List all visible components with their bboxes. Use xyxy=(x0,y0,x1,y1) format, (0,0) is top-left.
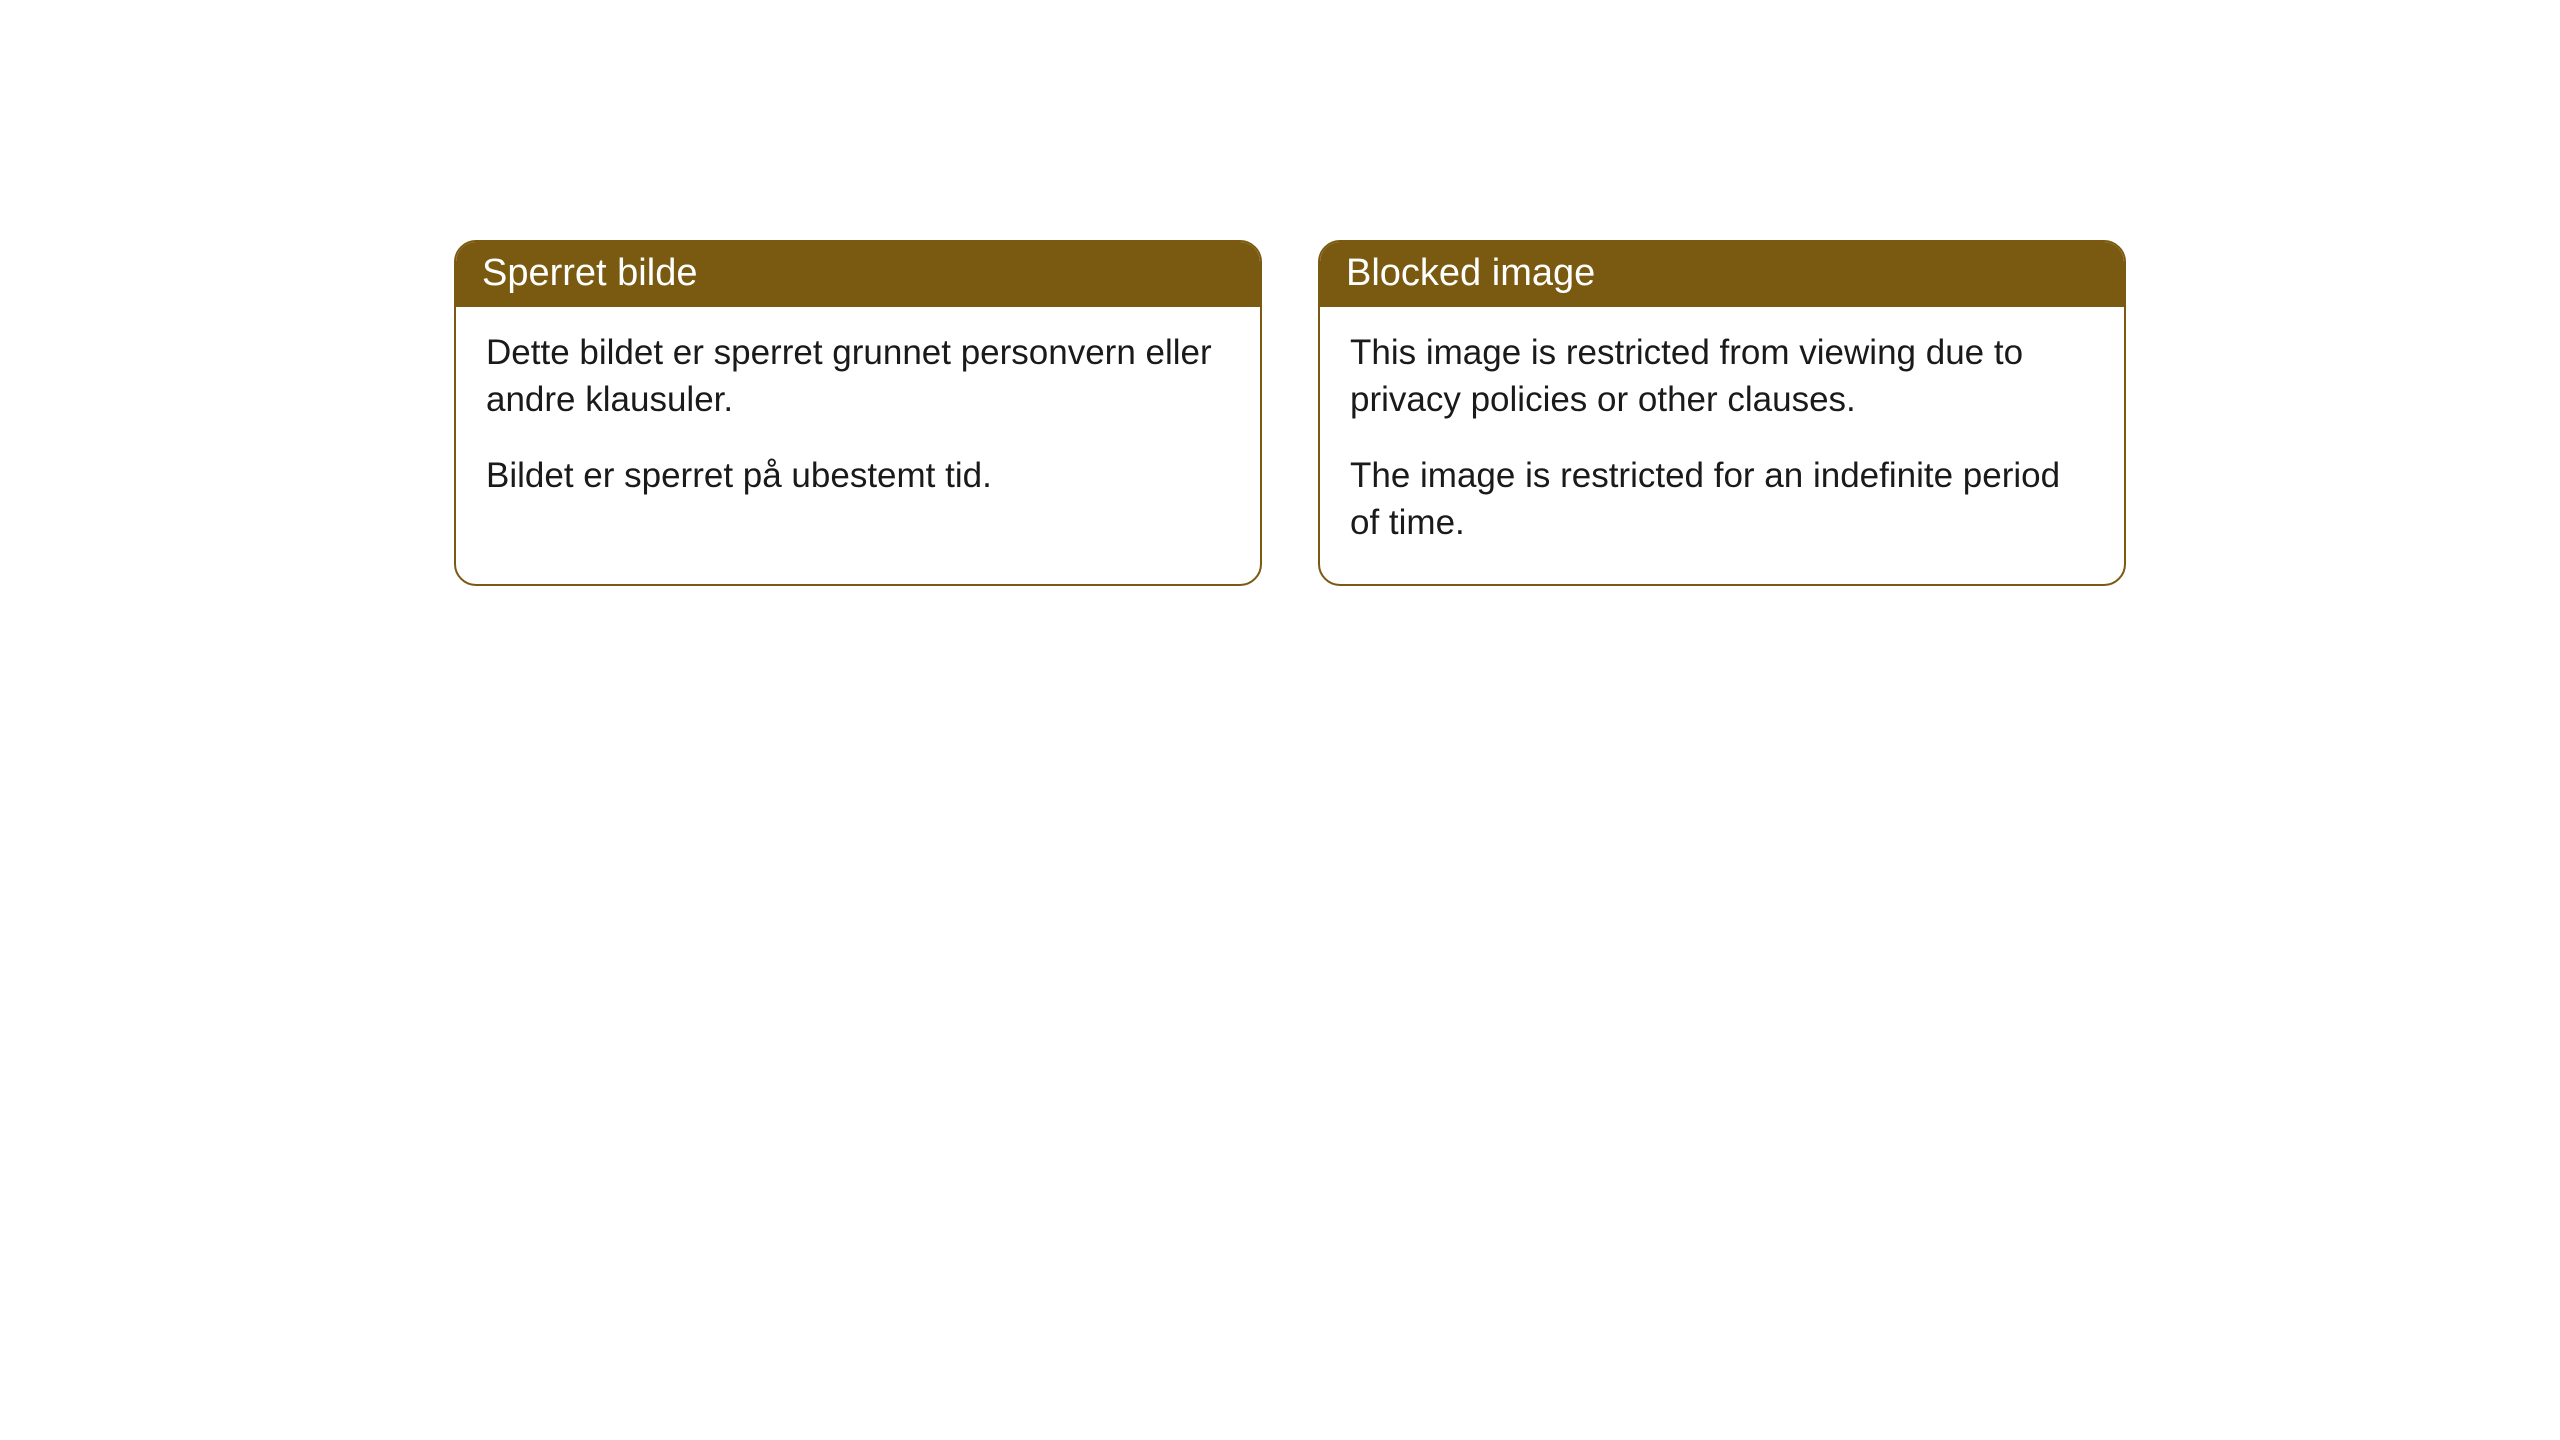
card-paragraph-1-en: This image is restricted from viewing du… xyxy=(1350,329,2094,424)
card-title-no: Sperret bilde xyxy=(482,252,697,294)
blocked-image-card-no: Sperret bilde Dette bildet er sperret gr… xyxy=(454,240,1262,586)
card-title-en: Blocked image xyxy=(1346,252,1595,294)
card-body-no: Dette bildet er sperret grunnet personve… xyxy=(456,307,1260,537)
card-paragraph-2-en: The image is restricted for an indefinit… xyxy=(1350,452,2094,547)
card-header-en: Blocked image xyxy=(1320,242,2124,307)
card-paragraph-2-no: Bildet er sperret på ubestemt tid. xyxy=(486,452,1230,499)
card-paragraph-1-no: Dette bildet er sperret grunnet personve… xyxy=(486,329,1230,424)
blocked-image-card-en: Blocked image This image is restricted f… xyxy=(1318,240,2126,586)
info-cards-container: Sperret bilde Dette bildet er sperret gr… xyxy=(454,240,2560,586)
card-header-no: Sperret bilde xyxy=(456,242,1260,307)
card-body-en: This image is restricted from viewing du… xyxy=(1320,307,2124,584)
